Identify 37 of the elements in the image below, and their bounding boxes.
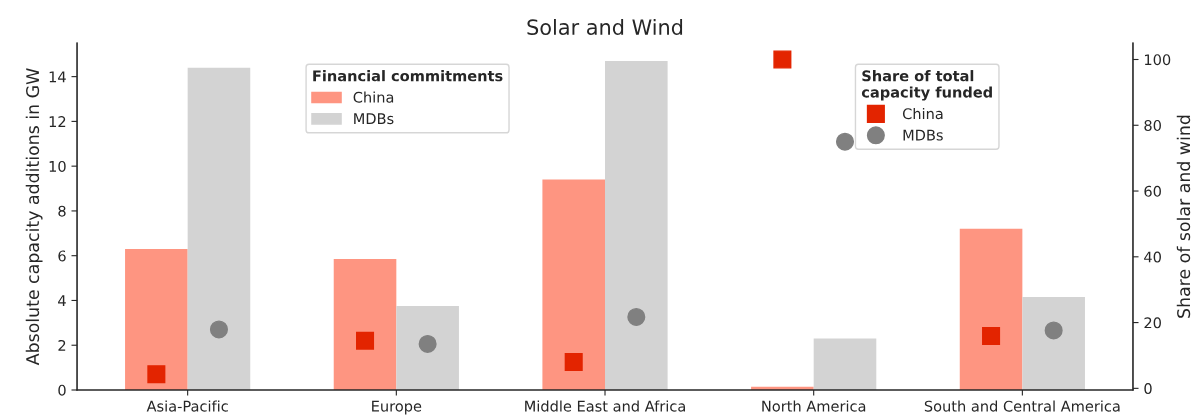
- bar: [187, 67, 251, 390]
- legend-label: MDBs: [903, 129, 943, 141]
- text: Financial commitments: [313, 70, 503, 82]
- bar: [813, 338, 877, 390]
- y2-tick-label: 0: [1144, 383, 1152, 395]
- y-tick-label: 4: [58, 295, 66, 306]
- text: Share of total capacity funded: [861, 70, 992, 101]
- x-tick-label: Europe: [372, 400, 422, 415]
- bar: [605, 60, 668, 390]
- y2-axis-title: Share of solar and wind: [1176, 115, 1191, 318]
- y-tick-label: 0: [58, 384, 66, 396]
- y2-tick-label: 20: [1144, 317, 1161, 329]
- y-tick-label: 6: [58, 250, 66, 262]
- y2-tick-label: 60: [1144, 185, 1161, 197]
- bar: [125, 248, 188, 390]
- y2-tick-label: 100: [1144, 54, 1171, 66]
- legend-label: China: [902, 107, 943, 120]
- bar: [333, 259, 397, 390]
- y-tick-label: 12: [49, 116, 66, 127]
- y-tick-label: 8: [58, 205, 66, 217]
- bar: [542, 179, 606, 390]
- chart-title: Solar and Wind: [527, 18, 683, 36]
- legend-label: MDBs: [354, 113, 394, 125]
- bar: [1022, 297, 1085, 390]
- x-tick-label: Asia-Pacific: [146, 400, 228, 412]
- y2-tick-label: 40: [1144, 251, 1161, 263]
- bar: [959, 228, 1023, 390]
- legend-label: China: [353, 91, 394, 103]
- y-tick-label: 14: [49, 71, 66, 83]
- x-tick-label: North America: [762, 400, 866, 412]
- y-tick-label: 10: [49, 160, 66, 172]
- bar: [396, 306, 459, 390]
- x-tick-label: Middle East and Africa: [525, 400, 685, 412]
- x-tick-label: South and Central America: [924, 400, 1120, 412]
- y-tick-label: 2: [58, 339, 66, 351]
- y-axis-title: Absolute capacity additions in GW: [25, 68, 43, 366]
- y2-tick-label: 80: [1144, 119, 1161, 132]
